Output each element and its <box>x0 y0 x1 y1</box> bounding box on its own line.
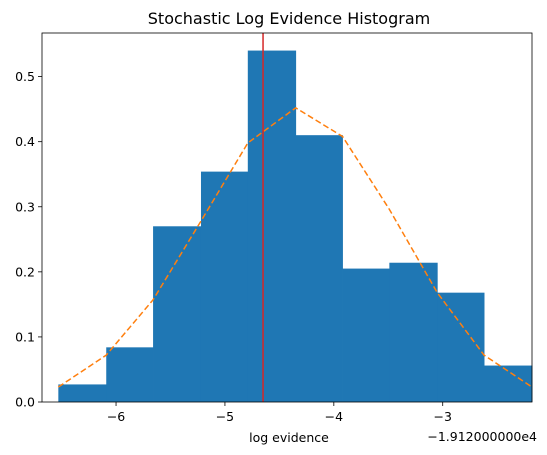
x-tick-label: −4 <box>325 409 343 424</box>
y-tick-label: 0.3 <box>15 199 35 214</box>
y-tick-label: 0.1 <box>15 329 35 344</box>
histogram-bar <box>58 384 107 402</box>
chart-title: Stochastic Log Evidence Histogram <box>148 9 430 28</box>
y-tick-label: 0.0 <box>15 395 35 410</box>
y-axis-ticks: 0.0 0.1 0.2 0.3 0.4 0.5 <box>15 69 42 410</box>
x-tick-label: −6 <box>107 409 125 424</box>
histogram-bar <box>437 292 485 402</box>
histogram-bar <box>389 262 438 402</box>
plot-frame <box>41 32 533 403</box>
x-tick-label: −5 <box>216 409 234 424</box>
histogram-bar <box>200 171 249 402</box>
histogram-bar <box>106 347 154 402</box>
x-axis-ticks: −6 −5 −4 −3 <box>107 402 452 424</box>
histogram-bar <box>295 135 343 402</box>
x-tick-label: −3 <box>433 409 451 424</box>
histogram-bar <box>153 226 202 402</box>
histogram-bar <box>247 50 297 402</box>
histogram-bar <box>484 365 533 402</box>
y-tick-label: 0.5 <box>15 69 35 84</box>
y-tick-label: 0.2 <box>15 264 35 279</box>
histogram-bar <box>342 268 390 402</box>
gaussian-fit-line <box>57 106 533 388</box>
x-axis-label: log evidence <box>249 430 329 445</box>
y-tick-label: 0.4 <box>15 134 35 149</box>
histogram-bars <box>58 50 533 402</box>
x-axis-offset-text: −1.912000000e4 <box>427 429 537 444</box>
